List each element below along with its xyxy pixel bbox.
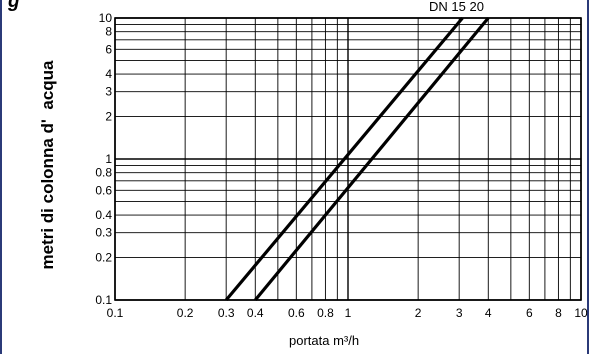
x-tick-label: 3 [456,306,463,320]
x-tick-label: 0.4 [247,306,264,320]
y-tick-label: 3 [105,85,112,99]
series-line-1 [224,16,464,302]
x-tick-label: 2 [415,306,422,320]
x-tick-label: 0.1 [107,306,124,320]
plot-border [114,17,582,301]
x-tick-label: 10 [574,306,588,320]
y-tick-label: 2 [105,110,112,124]
x-tick-label: 1 [345,306,352,320]
y-tick-label: 4 [105,67,112,81]
y-tick-label: 8 [105,25,112,39]
x-tick-label: 6 [526,306,533,320]
x-tick-label: 0.2 [177,306,194,320]
y-tick-label: 0.6 [95,183,112,197]
y-tick-label: 1 [105,152,112,166]
x-tick-label: 0.3 [218,306,235,320]
chart-title: g [8,0,20,12]
x-tick-label: 4 [485,306,492,320]
y-tick-label: 0.1 [95,293,112,307]
y-tick-label: 0.4 [95,208,112,222]
x-tick-label: 0.6 [288,306,305,320]
series-line-2 [254,16,490,302]
y-tick-label: 10 [99,11,113,25]
series-note: DN 15 20 [429,0,484,14]
y-tick-label: 0.2 [95,251,112,265]
y-tick-label: 6 [105,42,112,56]
y-tick-label: 0.8 [95,166,112,180]
y-axis-label: metri di colonna d' acqua [38,60,57,270]
x-tick-label: 0.8 [317,306,334,320]
x-tick-label: 8 [555,306,562,320]
y-tick-label: 0.3 [95,226,112,240]
x-axis-label: portata m³/h [289,333,360,348]
